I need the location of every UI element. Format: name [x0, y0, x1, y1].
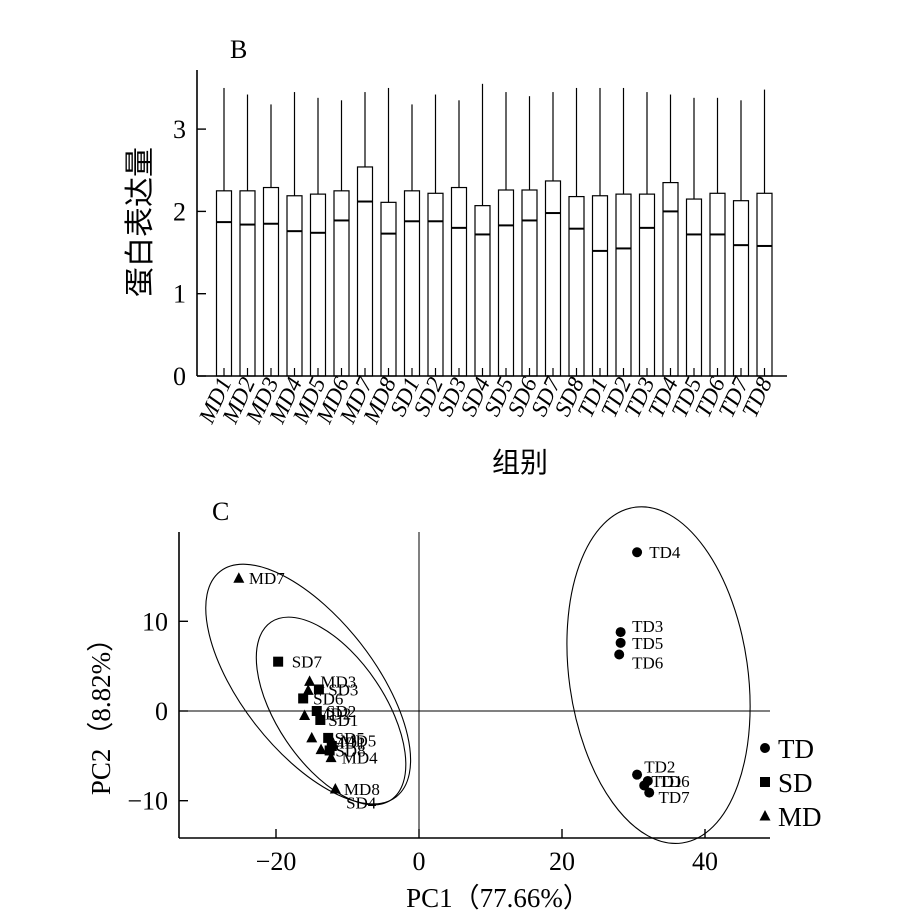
- legend-label-sd: SD: [778, 768, 813, 798]
- point-label: SD2: [326, 702, 356, 721]
- point-label: SD7: [292, 653, 323, 672]
- box-body: [709, 192, 726, 377]
- panel-c: C PC2（8.82%） PC1（77.66%） −20 0 20 40−10010 …: [86, 497, 822, 913]
- box-body: [497, 189, 515, 377]
- pca-y-tick-label: 10: [142, 607, 168, 636]
- pca-y-tick-label: −10: [127, 787, 168, 816]
- box-y-tick-label: 1: [173, 280, 186, 309]
- box-y-axis-title: 蛋白表达量: [124, 147, 157, 297]
- box-body: [544, 180, 562, 377]
- sd-point: [323, 732, 334, 743]
- md-point: [306, 731, 318, 743]
- legend-marker-td: [760, 743, 770, 753]
- point-label: SD6: [313, 689, 343, 708]
- pca-y-tick-label: 0: [155, 697, 168, 726]
- legend-marker-md: [759, 810, 771, 821]
- point-label: TD7: [659, 788, 691, 807]
- box-body: [568, 195, 585, 377]
- point-label: MD2: [315, 705, 351, 724]
- td-point: [644, 787, 655, 798]
- legend-label-md: MD: [778, 802, 822, 832]
- panel-b-label: B: [230, 35, 247, 64]
- sd-point: [315, 714, 326, 725]
- point-label: MD3: [320, 672, 356, 691]
- box-body: [333, 190, 350, 377]
- td-point: [632, 547, 643, 558]
- box-body: [262, 186, 280, 377]
- box-body: [380, 201, 397, 377]
- pca-x-tick-label: 0: [413, 847, 426, 876]
- pca-x-axis-title: PC1（77.66%）: [406, 883, 590, 913]
- td-point: [615, 627, 626, 638]
- box-body: [732, 200, 750, 377]
- md-point: [325, 751, 337, 763]
- md-point: [304, 675, 316, 686]
- box-body: [591, 195, 609, 377]
- point-label: MD8: [344, 780, 380, 799]
- box-y-tick-label: 0: [173, 362, 186, 391]
- md-point: [315, 743, 327, 755]
- point-label: TD3: [632, 617, 663, 636]
- box-x-axis-title: 组别: [492, 447, 548, 479]
- point-label: TD6: [659, 772, 690, 791]
- box-body: [685, 198, 703, 377]
- box-body: [450, 186, 468, 377]
- box-body: [215, 190, 233, 377]
- point-label: SD5: [335, 729, 365, 748]
- point-label: TD4: [649, 543, 681, 562]
- legend-label-td: TD: [778, 734, 814, 764]
- sd-point: [273, 656, 284, 667]
- md-point: [299, 709, 311, 720]
- panel-c-label: C: [212, 497, 229, 526]
- box-body: [638, 193, 656, 377]
- box-body: [403, 190, 421, 377]
- confidence-ellipse-md: [205, 563, 412, 805]
- box-body: [756, 192, 773, 377]
- td-point: [632, 769, 643, 780]
- md-point: [233, 572, 245, 583]
- sd-point: [313, 684, 324, 695]
- confidence-ellipse-td: [566, 506, 751, 845]
- sd-point: [326, 740, 337, 751]
- point-label: SD1: [328, 711, 358, 730]
- point-label: TD2: [644, 758, 675, 777]
- point-label: SD3: [328, 680, 358, 699]
- box-y-tick-label: 2: [173, 197, 186, 226]
- point-label: TD5: [632, 634, 663, 653]
- box-body: [521, 189, 538, 377]
- td-point: [642, 775, 653, 786]
- point-label: MD4: [342, 749, 378, 768]
- pca-x-tick-label: 40: [692, 847, 718, 876]
- box-body: [356, 166, 374, 377]
- box-body: [309, 193, 327, 377]
- sd-point: [311, 706, 322, 716]
- pca-y-axis-title: PC2（8.82%）: [86, 625, 116, 795]
- point-label: MD5: [340, 732, 376, 751]
- confidence-ellipse-sd: [255, 616, 407, 806]
- point-label: MD7: [249, 569, 285, 588]
- point-label: TD6: [632, 654, 663, 673]
- box-body: [286, 195, 303, 377]
- sd-point: [298, 693, 309, 704]
- legend-marker-sd: [760, 777, 770, 787]
- point-label: MD1: [330, 733, 366, 752]
- box-body: [474, 205, 491, 377]
- md-point: [302, 684, 314, 695]
- box-body: [239, 190, 256, 377]
- td-point: [614, 649, 625, 660]
- md-point: [329, 783, 341, 794]
- box-body: [615, 193, 632, 377]
- point-label: SD8: [335, 741, 365, 760]
- point-label: SD4: [346, 793, 377, 812]
- point-label: TD1: [651, 772, 682, 791]
- td-point: [615, 637, 626, 648]
- box-y-tick-label: 3: [173, 115, 186, 144]
- pca-x-tick-label: −20: [256, 847, 297, 876]
- pca-x-tick-label: 20: [549, 847, 575, 876]
